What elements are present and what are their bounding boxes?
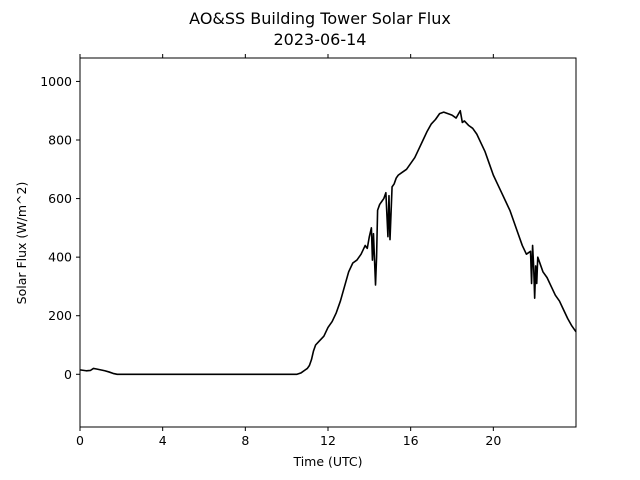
y-axis-label: Solar Flux (W/m^2)	[14, 182, 29, 305]
x-tick-label: 12	[320, 433, 336, 448]
x-tick-label: 20	[485, 433, 501, 448]
chart-title: AO&SS Building Tower Solar Flux	[189, 9, 451, 28]
solar-flux-line	[79, 109, 577, 376]
x-tick-label: 0	[76, 433, 84, 448]
plot-series	[79, 109, 577, 376]
chart-subtitle: 2023-06-14	[274, 30, 367, 49]
x-tick-label: 8	[241, 433, 249, 448]
y-tick-label: 600	[48, 191, 72, 206]
y-tick-label: 0	[64, 367, 72, 382]
y-tick-label: 800	[48, 133, 72, 148]
y-tick-label: 1000	[40, 74, 72, 89]
x-tick-label: 16	[403, 433, 419, 448]
x-axis-label: Time (UTC)	[292, 454, 362, 469]
y-tick-label: 200	[48, 308, 72, 323]
plot-area-frame	[79, 57, 577, 428]
y-tick-label: 400	[48, 250, 72, 265]
x-tick-label: 4	[159, 433, 167, 448]
